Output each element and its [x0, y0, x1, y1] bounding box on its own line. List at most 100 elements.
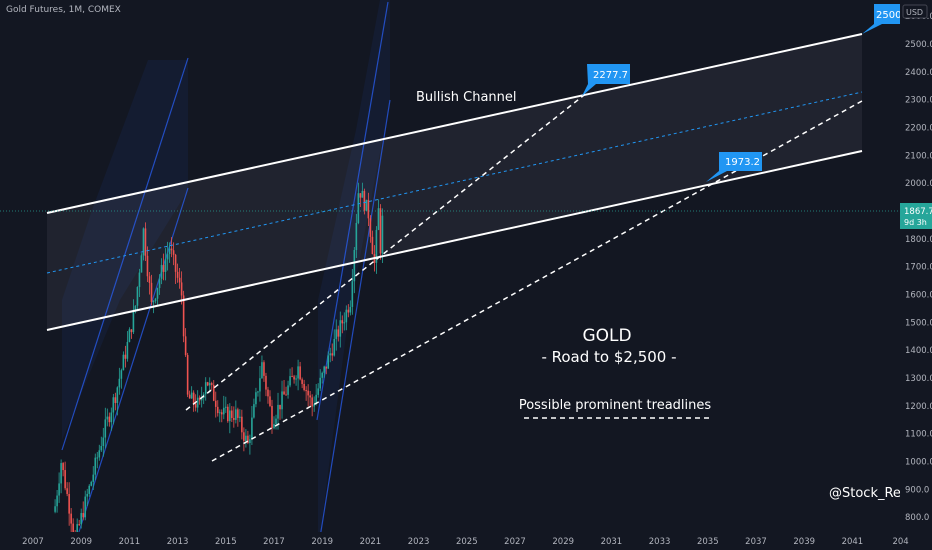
candle-body	[64, 470, 66, 489]
candle-body	[313, 404, 315, 407]
trendline-1[interactable]	[185, 91, 589, 411]
candle-body	[269, 396, 271, 406]
candle-body	[351, 281, 354, 307]
candle-body	[118, 378, 121, 388]
trendline-2[interactable]	[211, 100, 863, 462]
candle-body	[144, 228, 147, 256]
channel-lower-line[interactable]	[46, 150, 863, 331]
candle-body	[182, 295, 185, 337]
parallel-channel-right-lower[interactable]	[317, 99, 391, 550]
candle-body	[371, 236, 374, 254]
candle-body	[76, 524, 78, 537]
candle-body	[140, 255, 143, 273]
candle-body	[92, 474, 95, 482]
candle-body	[68, 493, 70, 514]
candle-body	[116, 387, 119, 403]
y-tick-label: 2300.0	[905, 96, 932, 106]
price-axis[interactable]: 800.0 900.0 1000.0 1100.0 1200.0 1300.0 1400.0…	[900, 0, 932, 532]
candle-body	[293, 376, 295, 380]
candle-body	[325, 366, 328, 369]
candle-body	[98, 450, 101, 458]
usd-label: USD	[906, 8, 923, 17]
candle-body	[307, 390, 309, 396]
candle-body	[229, 410, 231, 422]
x-tick-label: 2037	[745, 537, 767, 547]
candle-body	[88, 485, 91, 494]
candle-body	[377, 208, 380, 230]
x-tick-label: 2031	[601, 537, 623, 547]
candle-body	[158, 278, 161, 289]
candle-body	[114, 397, 117, 403]
y-tick-label: 1000.0	[905, 458, 932, 468]
candle-body	[170, 248, 173, 251]
candle-body	[162, 264, 165, 272]
candle-body	[261, 362, 263, 379]
candle-body	[339, 320, 342, 337]
candle-body	[132, 309, 135, 333]
parallel-channel-right-upper[interactable]	[316, 1, 389, 421]
candle-body	[200, 397, 203, 401]
candle-body	[297, 366, 299, 379]
candle-body	[102, 437, 105, 447]
callout-2277[interactable]: 2277.7	[582, 64, 630, 96]
y-tick-label: 1200.0	[905, 402, 932, 412]
candle-body	[94, 457, 97, 475]
x-tick-label: 2025	[456, 537, 478, 547]
candle-body	[285, 394, 287, 396]
candle-body	[295, 378, 297, 380]
candle-body	[271, 405, 273, 429]
candle-body	[259, 378, 261, 392]
x-tick-label: 2017	[263, 537, 285, 547]
parallel-channel-left-upper[interactable]	[61, 57, 189, 451]
channel-midline[interactable]	[46, 91, 863, 274]
candle-body	[323, 366, 326, 373]
candle-body	[365, 199, 368, 211]
candle-body	[138, 272, 141, 288]
candle-body	[184, 336, 187, 355]
x-tick-label: 2021	[360, 537, 382, 547]
channel-label: Bullish Channel	[416, 90, 517, 105]
candle-body	[120, 370, 123, 379]
candle-body	[186, 354, 189, 395]
candle-body	[126, 341, 129, 359]
candle-body	[251, 417, 253, 440]
candle-body	[347, 309, 350, 313]
candle-body	[194, 403, 197, 408]
y-tick-label: 1400.0	[905, 346, 932, 356]
callout-1973-label: 1973.2	[725, 157, 760, 168]
candle-body	[321, 372, 323, 378]
usd-label-box: USD	[902, 4, 928, 19]
candle-body	[233, 417, 235, 420]
candle-body	[72, 523, 74, 534]
candle-body	[150, 282, 153, 303]
candle-body	[327, 355, 330, 369]
candle-body	[164, 259, 167, 272]
candle-body	[265, 375, 267, 390]
candle-body	[122, 354, 125, 371]
candle-body	[66, 488, 68, 494]
candle-body	[128, 329, 131, 342]
y-tick-label: 2500.0	[905, 40, 932, 50]
channel-upper-line[interactable]	[46, 33, 863, 214]
y-tick-label: 2400.0	[905, 68, 932, 78]
candle-body	[299, 366, 301, 380]
candle-body	[315, 394, 317, 405]
time-axis[interactable]: 2007 2009 2011 2013 2015 2017 2019 2021 2023 2025…	[0, 532, 932, 550]
candle-body	[257, 391, 259, 393]
candle-body	[243, 432, 245, 441]
callout-1973[interactable]: 1973.2	[706, 152, 762, 182]
x-tick-label: 2029	[552, 537, 574, 547]
candle-body	[90, 481, 93, 486]
candle-body	[281, 391, 283, 410]
candle-body	[305, 390, 307, 392]
candle-body	[311, 397, 313, 407]
candle-body	[190, 392, 193, 399]
candle-body	[225, 406, 227, 408]
candle-body	[206, 382, 209, 386]
candle-body	[337, 329, 340, 337]
candle-body	[84, 496, 87, 518]
gold-subtitle: - Road to $2,500 -	[541, 348, 676, 366]
candle-body	[104, 419, 107, 438]
